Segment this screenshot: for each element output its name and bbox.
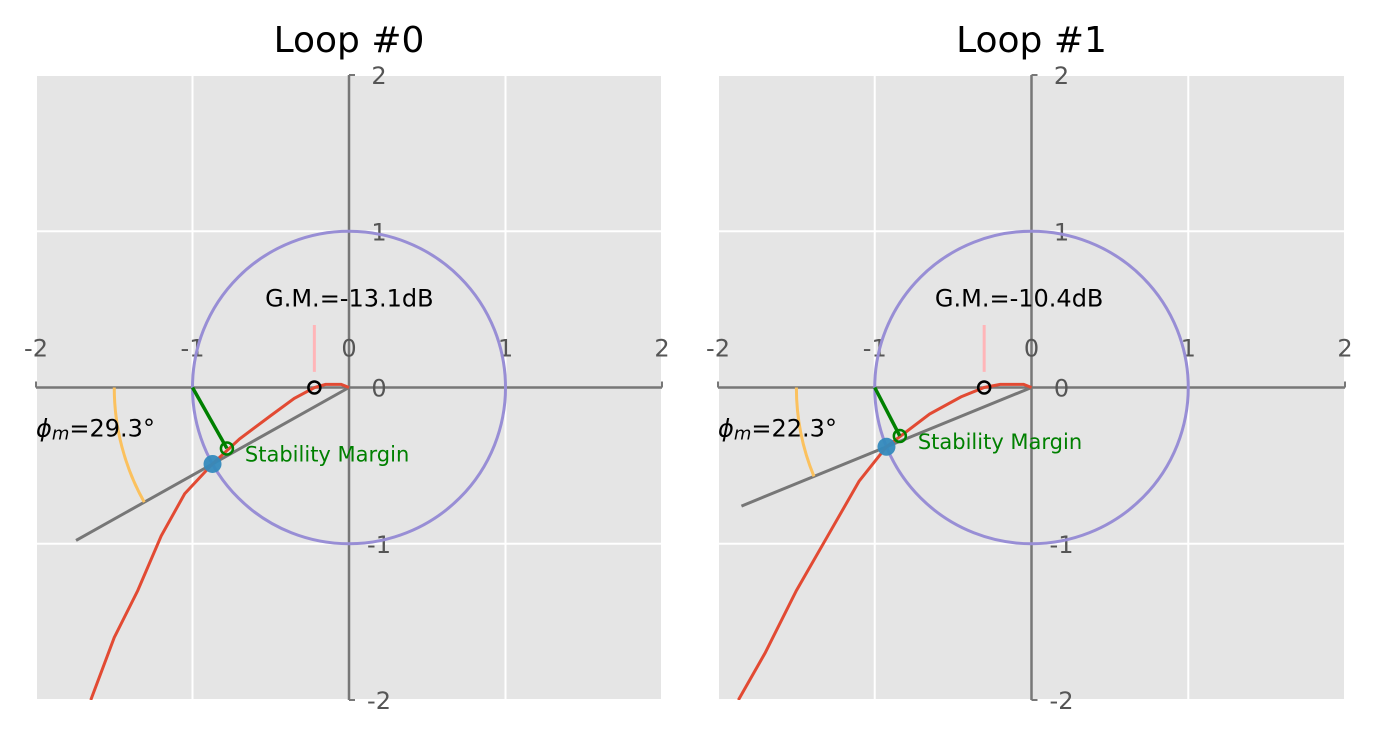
phase-symbol: ϕ xyxy=(718,415,734,443)
gain-margin-label: G.M.=-13.1dB xyxy=(265,285,433,313)
stability-margin-label: Stability Margin xyxy=(245,442,409,466)
subplot: Loop #0-2 -1 0 1 2-2-1012G.M.=-13.1dBStabili… xyxy=(24,20,670,715)
y-tick-label: 1 xyxy=(1054,218,1069,246)
phase-arc xyxy=(794,387,816,478)
y-tick-label: -1 xyxy=(1050,531,1074,559)
chart-title: Loop #1 xyxy=(956,20,1107,61)
stability-margin-point xyxy=(892,428,908,444)
y-tick-label: -2 xyxy=(367,687,391,715)
x-tick-label: 2 xyxy=(1337,335,1352,363)
gain-margin-point xyxy=(307,380,322,395)
subplot: Loop #1-2 -1 0 1 2-2-1012G.M.=-10.4dBStabili… xyxy=(706,20,1353,715)
phase-crossing-point xyxy=(877,437,896,456)
y-tick-label: 1 xyxy=(371,218,386,246)
y-tick-label: 0 xyxy=(371,375,386,403)
phase-arc xyxy=(112,387,146,503)
x-tick-label: -2 xyxy=(24,335,48,363)
chart-title: Loop #0 xyxy=(274,20,425,61)
x-tick-label: -2 xyxy=(706,335,730,363)
y-tick-label: 2 xyxy=(1054,62,1069,90)
phase-margin-label: ϕm=29.3° xyxy=(36,415,155,445)
phase-subscript: m xyxy=(52,424,70,445)
plot-area xyxy=(75,229,507,700)
plot-area xyxy=(737,229,1190,700)
phase-text: =22.3° xyxy=(751,415,837,443)
gain-margin-label: G.M.=-10.4dB xyxy=(935,285,1103,313)
phase-text: =29.3° xyxy=(69,415,155,443)
stability-margin-point xyxy=(219,441,235,456)
y-tick-label: 2 xyxy=(371,62,386,90)
phase-crossing-point xyxy=(203,454,222,473)
x-tick-label: 0 xyxy=(341,335,356,363)
stability-margin-label: Stability Margin xyxy=(918,430,1082,454)
phase-margin-label: ϕm=22.3° xyxy=(718,415,837,445)
phase-symbol: ϕ xyxy=(36,415,52,443)
nyquist-curve xyxy=(737,382,1033,700)
stability-margin-line xyxy=(873,386,902,437)
phase-subscript: m xyxy=(734,424,752,445)
stability-margin-line xyxy=(190,386,229,450)
nyquist-curve xyxy=(89,382,350,700)
y-tick-label: 0 xyxy=(1054,375,1069,403)
x-tick-label: 0 xyxy=(1024,335,1039,363)
y-tick-label: -2 xyxy=(1050,687,1074,715)
y-tick-label: -1 xyxy=(367,531,391,559)
gain-margin-point xyxy=(976,380,992,395)
x-tick-label: 2 xyxy=(654,335,669,363)
